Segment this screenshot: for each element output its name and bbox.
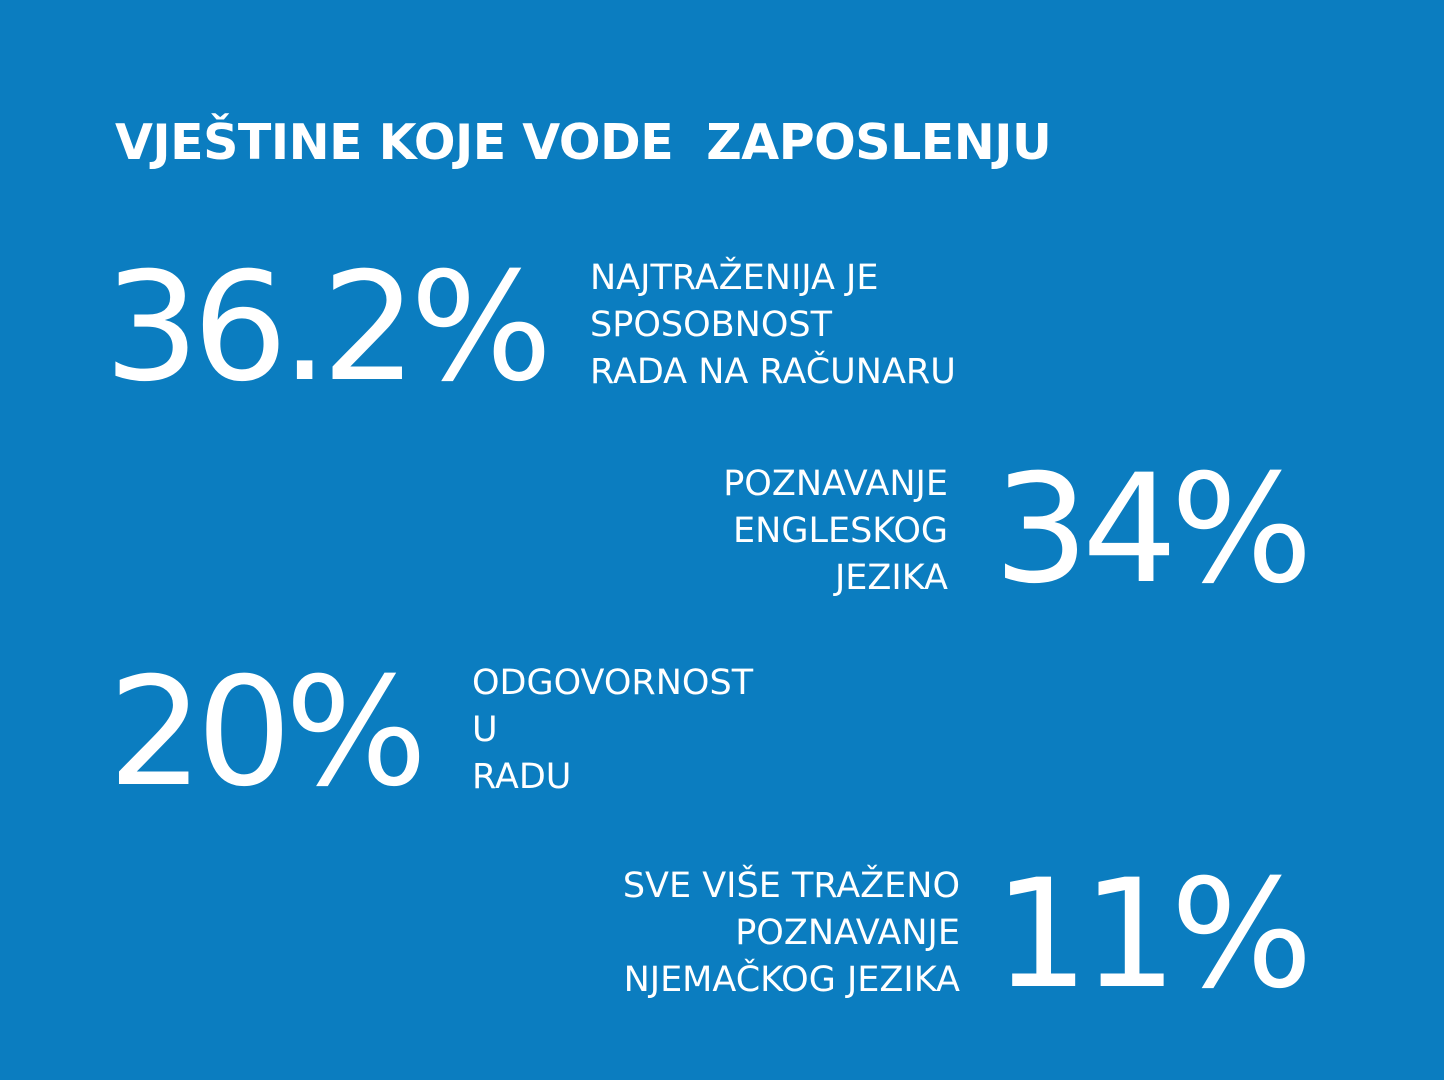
- stat-description-line: RADU: [472, 757, 572, 797]
- stat-description-line: U: [472, 710, 498, 750]
- stat-description-responsibility: ODGOVORNOST U RADU: [472, 660, 753, 801]
- stat-description-line: ENGLESKOG: [733, 511, 948, 551]
- stat-description-german: SVE VIŠE TRAŽENO POZNAVANJE NJEMAČKOG JE…: [623, 863, 960, 1004]
- stat-description-line: SPOSOBNOST: [590, 305, 832, 345]
- stat-value-english: 34%: [993, 443, 1313, 617]
- stat-description-line: ODGOVORNOST: [472, 663, 754, 703]
- stat-value-german: 11%: [993, 848, 1313, 1022]
- stat-description-english: POZNAVANJE ENGLESKOG JEZIKA: [723, 461, 948, 602]
- stat-value-responsibility: 20%: [108, 646, 427, 820]
- stat-description-line: POZNAVANJE: [723, 464, 948, 504]
- stat-description-line: SVE VIŠE TRAŽENO: [622, 866, 960, 906]
- stat-description-line: POZNAVANJE: [735, 913, 960, 953]
- stat-description-line: NAJTRAŽENIJA JE: [590, 258, 879, 298]
- infographic-title: VJEŠTINE KOJE VODE ZAPOSLENJU: [115, 114, 1052, 171]
- stat-description-computer-skills: NAJTRAŽENIJA JE SPOSOBNOST RADA NA RAČUN…: [590, 255, 956, 396]
- stat-description-line: RADA NA RAČUNARU: [590, 352, 956, 392]
- stat-description-line: NJEMAČKOG JEZIKA: [623, 960, 960, 1000]
- stat-value-computer-skills: 36.2%: [104, 241, 553, 415]
- stat-description-line: JEZIKA: [834, 558, 948, 598]
